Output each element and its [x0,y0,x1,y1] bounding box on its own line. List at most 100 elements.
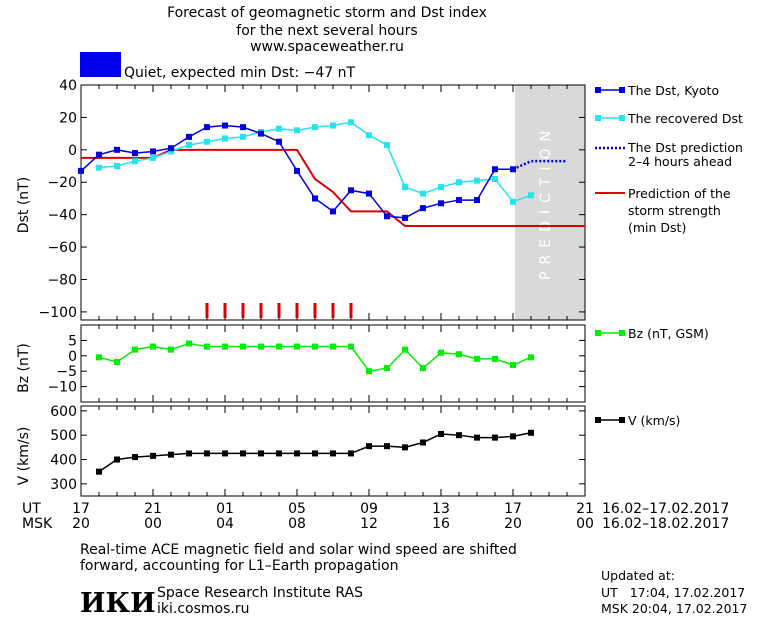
recovered-dst-point [294,127,300,134]
dst-ytick-label: −60 [47,240,77,256]
dst-kyoto-point [114,146,120,153]
recovered-dst-point [96,164,102,171]
bz-point [294,343,300,350]
prediction-label: PREDICTION [538,124,554,280]
solar-wind-speed-point [258,450,264,457]
solar-wind-speed-point [474,434,480,441]
v-ytick-label: 500 [50,428,77,444]
legend-kyoto-marker [595,87,601,93]
ut-date-range: 16.02–17.02.2017 [602,501,729,517]
bz-point [348,343,354,350]
recovered-dst-point [384,141,390,148]
dst-kyoto-point [438,200,444,207]
solar-wind-speed-point [132,454,138,461]
bz-point [438,349,444,356]
dst-ytick-label: 20 [59,110,77,126]
chart-title: Forecast of geomagnetic storm and Dst in… [167,5,487,21]
recovered-dst-point [204,138,210,145]
source-url: www.spaceweather.ru [250,39,404,55]
dst-kyoto-point [168,145,174,152]
solar-wind-speed-point [492,434,498,441]
msk-tick-label: 00 [144,516,162,532]
solar-wind-speed-point [384,443,390,450]
legend-kyoto-marker [619,87,625,93]
recovered-dst-point [150,154,156,161]
msk-tick-label: 16 [432,516,450,532]
legend-kyoto-text: The Dst, Kyoto [627,83,719,98]
legend-prediction-text: The Dst prediction [627,140,743,155]
bz-point [420,365,426,372]
recovered-dst-point [366,132,372,139]
chart-subtitle: for the next several hours [236,23,417,39]
solar-wind-speed-point [420,439,426,446]
recovered-dst-point [114,163,120,170]
bz-point [168,346,174,353]
recovered-dst-point [330,122,336,129]
bz-point [474,355,480,362]
solar-wind-speed-point [204,450,210,457]
recovered-dst-point [240,133,246,140]
dst-ylabel: Dst (nT) [16,177,32,233]
v-ylabel: V (km/s) [16,427,32,486]
bz-point [204,343,210,350]
bz-ytick-label: 5 [68,333,77,349]
solar-wind-speed-point [456,432,462,439]
solar-wind-speed-point [186,450,192,457]
bz-ytick-label: 0 [68,349,77,365]
dst-kyoto-point [204,124,210,131]
solar-wind-speed-point [150,452,156,459]
solar-wind-speed-point [330,450,336,457]
legend-storm-text-2: storm strength [628,203,721,218]
solar-wind-speed-point [276,450,282,457]
status-text: Quiet, expected min Dst: −47 nT [124,65,356,81]
dst-kyoto-point [366,190,372,197]
bz-point [312,343,318,350]
dst-ytick-label: −40 [47,208,77,224]
v-panel: V (km/s) 600 500 400 300 [16,404,586,497]
updated-label: Updated at: [601,568,675,583]
dst-kyoto-point [276,138,282,145]
dst-kyoto-point [420,205,426,212]
bz-point [114,358,120,365]
dst-kyoto-point [384,213,390,220]
recovered-dst-point [402,184,408,191]
recovered-dst-point [528,192,534,199]
ut-tick-label: 13 [432,501,450,517]
dst-ytick-label: −80 [47,272,77,288]
msk-date-range: 16.02–18.02.2017 [602,516,729,532]
dst-ytick-label: −20 [47,175,77,191]
msk-tick-label: 08 [288,516,306,532]
ut-tick-label: 05 [288,501,306,517]
recovered-dst-point [474,177,480,184]
ut-tick-label: 17 [72,501,90,517]
bz-point [384,365,390,372]
legend-storm-text: Prediction of the [628,186,731,201]
dst-kyoto-point [402,214,408,221]
dst-frame [80,84,586,321]
ut-tick-label: 01 [216,501,234,517]
solar-wind-speed-point [528,429,534,436]
legend-v-text: V (km/s) [628,413,680,428]
dst-kyoto-point [330,208,336,215]
dst-ytick-label: −100 [39,305,77,321]
recovered-dst-point [456,179,462,186]
solar-wind-speed-point [366,443,372,450]
bz-point [492,355,498,362]
v-ytick-label: 600 [50,404,77,420]
legend-v-marker [619,417,625,423]
legend-v-marker [595,417,601,423]
dst-kyoto-point [348,187,354,194]
status-swatch [80,52,121,77]
legend-storm-text-3: (min Dst) [628,220,686,235]
bz-point [132,346,138,353]
dst-ytick-label: 0 [68,143,77,159]
footnote-line-1: Real-time ACE magnetic field and solar w… [80,542,517,558]
bz-panel: Bz (nT) 50−5−10 [16,324,586,403]
bz-point [528,354,534,361]
recovered-dst-point [492,176,498,182]
solar-wind-speed-point [312,450,318,457]
dst-kyoto-point [150,148,156,155]
ut-tick-label: 21 [144,501,162,517]
bz-point [276,343,282,350]
solar-wind-speed-point [114,456,120,463]
